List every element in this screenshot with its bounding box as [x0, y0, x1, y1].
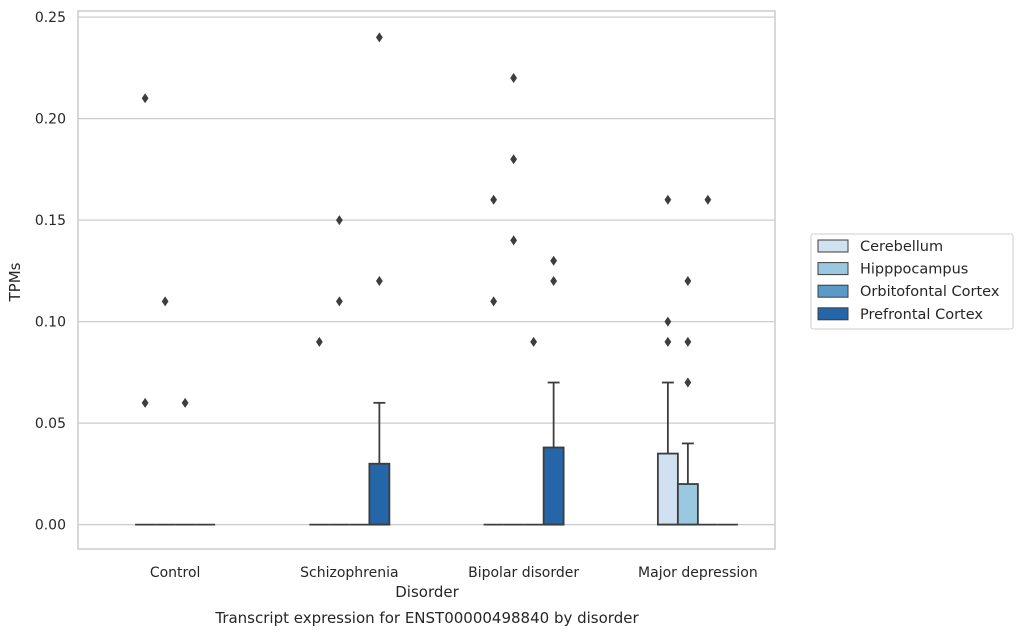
x-tick-labels: Control Schizophrenia Bipolar disorder Majo… [150, 565, 758, 581]
boxes [135, 381, 738, 526]
outlier-point [335, 215, 343, 226]
box-body [368, 462, 391, 526]
outlier-point [684, 276, 692, 287]
box-1-3 [676, 442, 699, 526]
outlier-point [490, 296, 498, 307]
grid-lines [78, 16, 775, 526]
legend-swatch [817, 262, 849, 276]
legend-label: Cerebellum [860, 239, 943, 255]
legend-swatch [817, 239, 849, 253]
y-axis-label: TPMs [6, 262, 24, 302]
outlier-point [664, 336, 672, 347]
plot-frame [77, 10, 776, 550]
outlier-point [315, 336, 323, 347]
x-tick-label: Bipolar disorder [468, 565, 579, 581]
outlier-point [530, 336, 538, 347]
box-3-1 [368, 401, 391, 526]
outlier-point [684, 336, 692, 347]
outlier-point [550, 276, 558, 287]
legend-label: Prefrontal Cortex [860, 307, 983, 323]
legend-swatch [817, 307, 849, 321]
outlier-point [664, 194, 672, 205]
y-tick-label: 0.15 [35, 213, 66, 229]
outlier-point [335, 296, 343, 307]
outlier-point [550, 255, 558, 266]
outlier-point [141, 93, 149, 104]
outlier-point [375, 276, 383, 287]
outlier-point [704, 194, 712, 205]
y-tick-label: 0.10 [35, 315, 66, 331]
box-body [676, 483, 699, 526]
outliers [141, 32, 712, 408]
outlier-point [510, 72, 518, 83]
chart-title: Transcript expression for ENST0000049884… [214, 609, 639, 627]
box-body [542, 446, 565, 526]
legend-label: Hipppocampus [860, 262, 968, 278]
outlier-point [181, 397, 189, 408]
y-tick-label: 0.20 [35, 112, 66, 128]
y-tick-label: 0.00 [35, 518, 66, 534]
y-tick-label: 0.25 [35, 10, 66, 26]
legend-frame [810, 233, 1014, 330]
x-axis-label: Disorder [395, 583, 459, 601]
outlier-point [141, 397, 149, 408]
outlier-point [490, 194, 498, 205]
outlier-point [375, 32, 383, 43]
outlier-point [510, 235, 518, 246]
outlier-point [684, 377, 692, 388]
x-tick-label: Control [150, 565, 201, 581]
y-tick-label: 0.05 [35, 416, 66, 432]
legend: Cerebellum Hipppocampus Orbitofontal Corte… [810, 233, 1014, 330]
box-0-3 [656, 381, 679, 526]
legend-label: Orbitofontal Cortex [860, 284, 1000, 300]
y-tick-labels: 0.00 0.05 0.10 0.15 0.20 0.25 [35, 10, 66, 534]
outlier-point [664, 316, 672, 327]
box-3-2 [542, 381, 565, 526]
x-tick-label: Major depression [638, 565, 758, 581]
legend-swatch [817, 284, 849, 298]
box-body [656, 452, 679, 526]
x-tick-label: Schizophrenia [300, 565, 398, 581]
outlier-point [510, 154, 518, 165]
outlier-point [161, 296, 169, 307]
